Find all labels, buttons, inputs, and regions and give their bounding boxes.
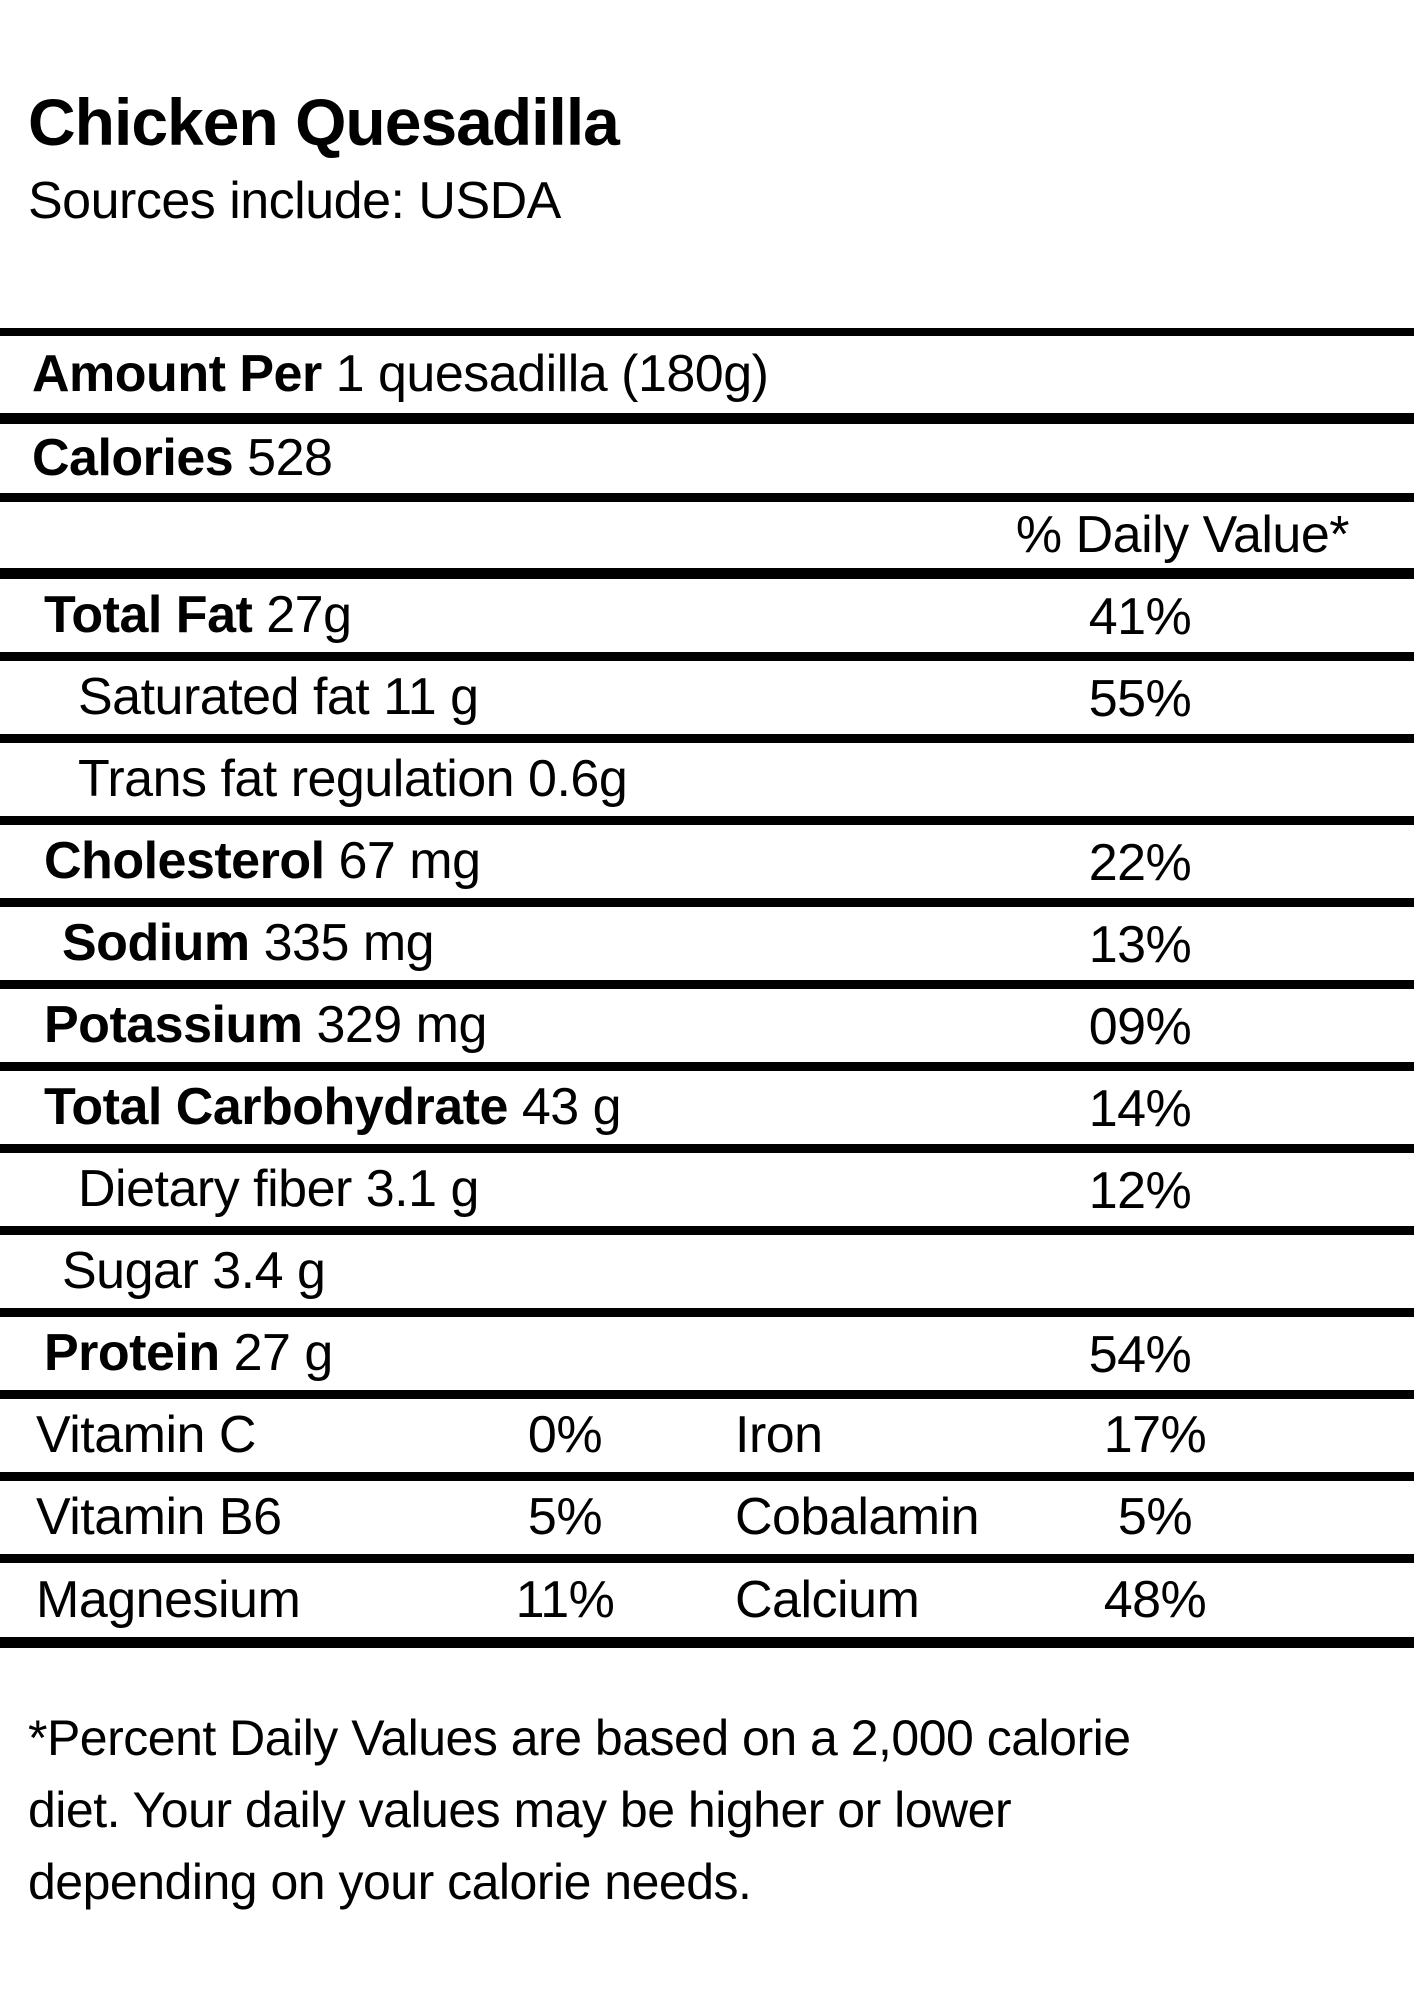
nutrient-amount: 11 g xyxy=(383,668,479,726)
daily-value-footnote: *Percent Daily Values are based on a 2,0… xyxy=(28,1702,1131,1918)
serving-size-value: 1 quesadilla (180g) xyxy=(335,345,769,403)
row-total-fat: Total Fat 27g 41% xyxy=(0,579,1414,661)
label-header: Chicken Quesadilla Sources include: USDA xyxy=(28,85,620,231)
row-sugar: Sugar 3.4 g xyxy=(0,1235,1414,1317)
nutrient-amount: 27 g xyxy=(233,1324,334,1382)
nutrient-name: Total Carbohydrate xyxy=(44,1078,508,1136)
footnote-line: diet. Your daily values may be higher or… xyxy=(28,1782,1012,1838)
row-sodium: Sodium 335 mg 13% xyxy=(0,907,1414,989)
micronutrient-name: Magnesium xyxy=(36,1571,301,1629)
footnote-line: depending on your calorie needs. xyxy=(28,1854,752,1910)
amount-per-label: Amount Per xyxy=(32,345,322,403)
nutrient-name: Cholesterol xyxy=(44,832,325,890)
micronutrient-daily-value: 5% xyxy=(1117,1488,1193,1546)
nutrient-amount: 27g xyxy=(266,586,352,644)
nutrient-amount: 0.6g xyxy=(528,750,628,808)
micronutrient-row: Vitamin C 0% Iron 17% xyxy=(0,1399,1414,1481)
nutrient-amount: 67 mg xyxy=(338,832,482,890)
nutrient-amount: 335 mg xyxy=(263,914,435,972)
micronutrient-daily-value: 48% xyxy=(1103,1571,1207,1629)
nutrient-daily-value: 12% xyxy=(1088,1162,1192,1220)
nutrient-amount: 329 mg xyxy=(316,996,487,1054)
nutrient-name: Sugar xyxy=(62,1242,199,1300)
micronutrient-name: Vitamin B6 xyxy=(36,1488,282,1546)
nutrient-name: Saturated fat xyxy=(78,668,370,726)
page-title: Chicken Quesadilla xyxy=(28,85,620,159)
micronutrient-daily-value: 11% xyxy=(515,1571,615,1629)
nutrient-amount: 3.4 g xyxy=(212,1242,326,1300)
micronutrient-row: Magnesium 11% Calcium 48% xyxy=(0,1563,1414,1648)
nutrient-name: Dietary fiber xyxy=(78,1160,352,1218)
serving-size-row: Amount Per 1 quesadilla (180g) xyxy=(0,336,1414,424)
nutrient-daily-value: 14% xyxy=(1088,1080,1192,1138)
row-saturated-fat: Saturated fat 11 g 55% xyxy=(0,661,1414,743)
micronutrient-daily-value: 0% xyxy=(527,1406,603,1464)
daily-value-header: % Daily Value* xyxy=(1015,506,1350,564)
calories-label: Calories xyxy=(32,429,234,487)
nutrient-name: Trans fat regulation xyxy=(78,750,515,808)
row-dietary-fiber: Dietary fiber 3.1 g 12% xyxy=(0,1153,1414,1235)
micronutrient-daily-value: 5% xyxy=(527,1488,603,1546)
nutrient-daily-value: 09% xyxy=(1088,998,1192,1056)
nutrient-daily-value: 22% xyxy=(1088,834,1192,892)
micronutrient-name: Iron xyxy=(735,1406,823,1464)
micronutrient-row: Vitamin B6 5% Cobalamin 5% xyxy=(0,1481,1414,1563)
micronutrient-daily-value: 17% xyxy=(1103,1406,1207,1464)
nutrient-daily-value: 13% xyxy=(1088,916,1192,974)
nutrient-daily-value: 54% xyxy=(1088,1326,1192,1384)
calories-value: 528 xyxy=(247,429,333,487)
micronutrient-name: Cobalamin xyxy=(735,1488,980,1546)
nutrient-name: Protein xyxy=(44,1324,220,1382)
nutrient-name: Sodium xyxy=(62,914,250,972)
nutrient-name: Total Fat xyxy=(44,586,253,644)
nutrient-amount: 43 g xyxy=(521,1078,622,1136)
row-trans-fat: Trans fat regulation 0.6g xyxy=(0,743,1414,825)
daily-value-header-row: % Daily Value* xyxy=(0,502,1414,579)
nutrient-name: Potassium xyxy=(44,996,303,1054)
row-total-carbohydrate: Total Carbohydrate 43 g 14% xyxy=(0,1071,1414,1153)
row-potassium: Potassium 329 mg 09% xyxy=(0,989,1414,1071)
calories-row: Calories 528 xyxy=(0,424,1414,502)
row-protein: Protein 27 g 54% xyxy=(0,1317,1414,1399)
footnote-line: *Percent Daily Values are based on a 2,0… xyxy=(28,1710,1131,1766)
page-subtitle: Sources include: USDA xyxy=(28,172,561,231)
nutrient-daily-value: 55% xyxy=(1088,670,1192,728)
micronutrient-name: Calcium xyxy=(735,1571,920,1629)
micronutrient-name: Vitamin C xyxy=(36,1406,256,1464)
nutrient-daily-value: 41% xyxy=(1088,588,1192,646)
nutrient-amount: 3.1 g xyxy=(365,1160,480,1218)
nutrition-table: Amount Per 1 quesadilla (180g) Calories … xyxy=(0,328,1414,1648)
row-cholesterol: Cholesterol 67 mg 22% xyxy=(0,825,1414,907)
